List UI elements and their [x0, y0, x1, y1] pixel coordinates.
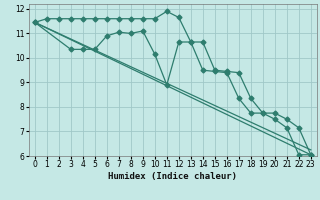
X-axis label: Humidex (Indice chaleur): Humidex (Indice chaleur) [108, 172, 237, 181]
